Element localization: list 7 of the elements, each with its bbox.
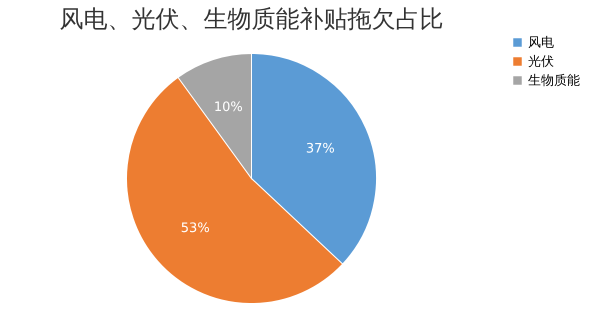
data-label: 53% — [180, 221, 210, 236]
legend-label: 风电 — [528, 36, 554, 50]
legend-label: 生物质能 — [528, 74, 580, 88]
data-label: 37% — [306, 142, 335, 157]
data-label: 10% — [214, 100, 243, 116]
legend-label: 光伏 — [528, 54, 554, 70]
chart-title: 风电、光伏、生物质能补贴拖欠占比 — [60, 5, 444, 33]
